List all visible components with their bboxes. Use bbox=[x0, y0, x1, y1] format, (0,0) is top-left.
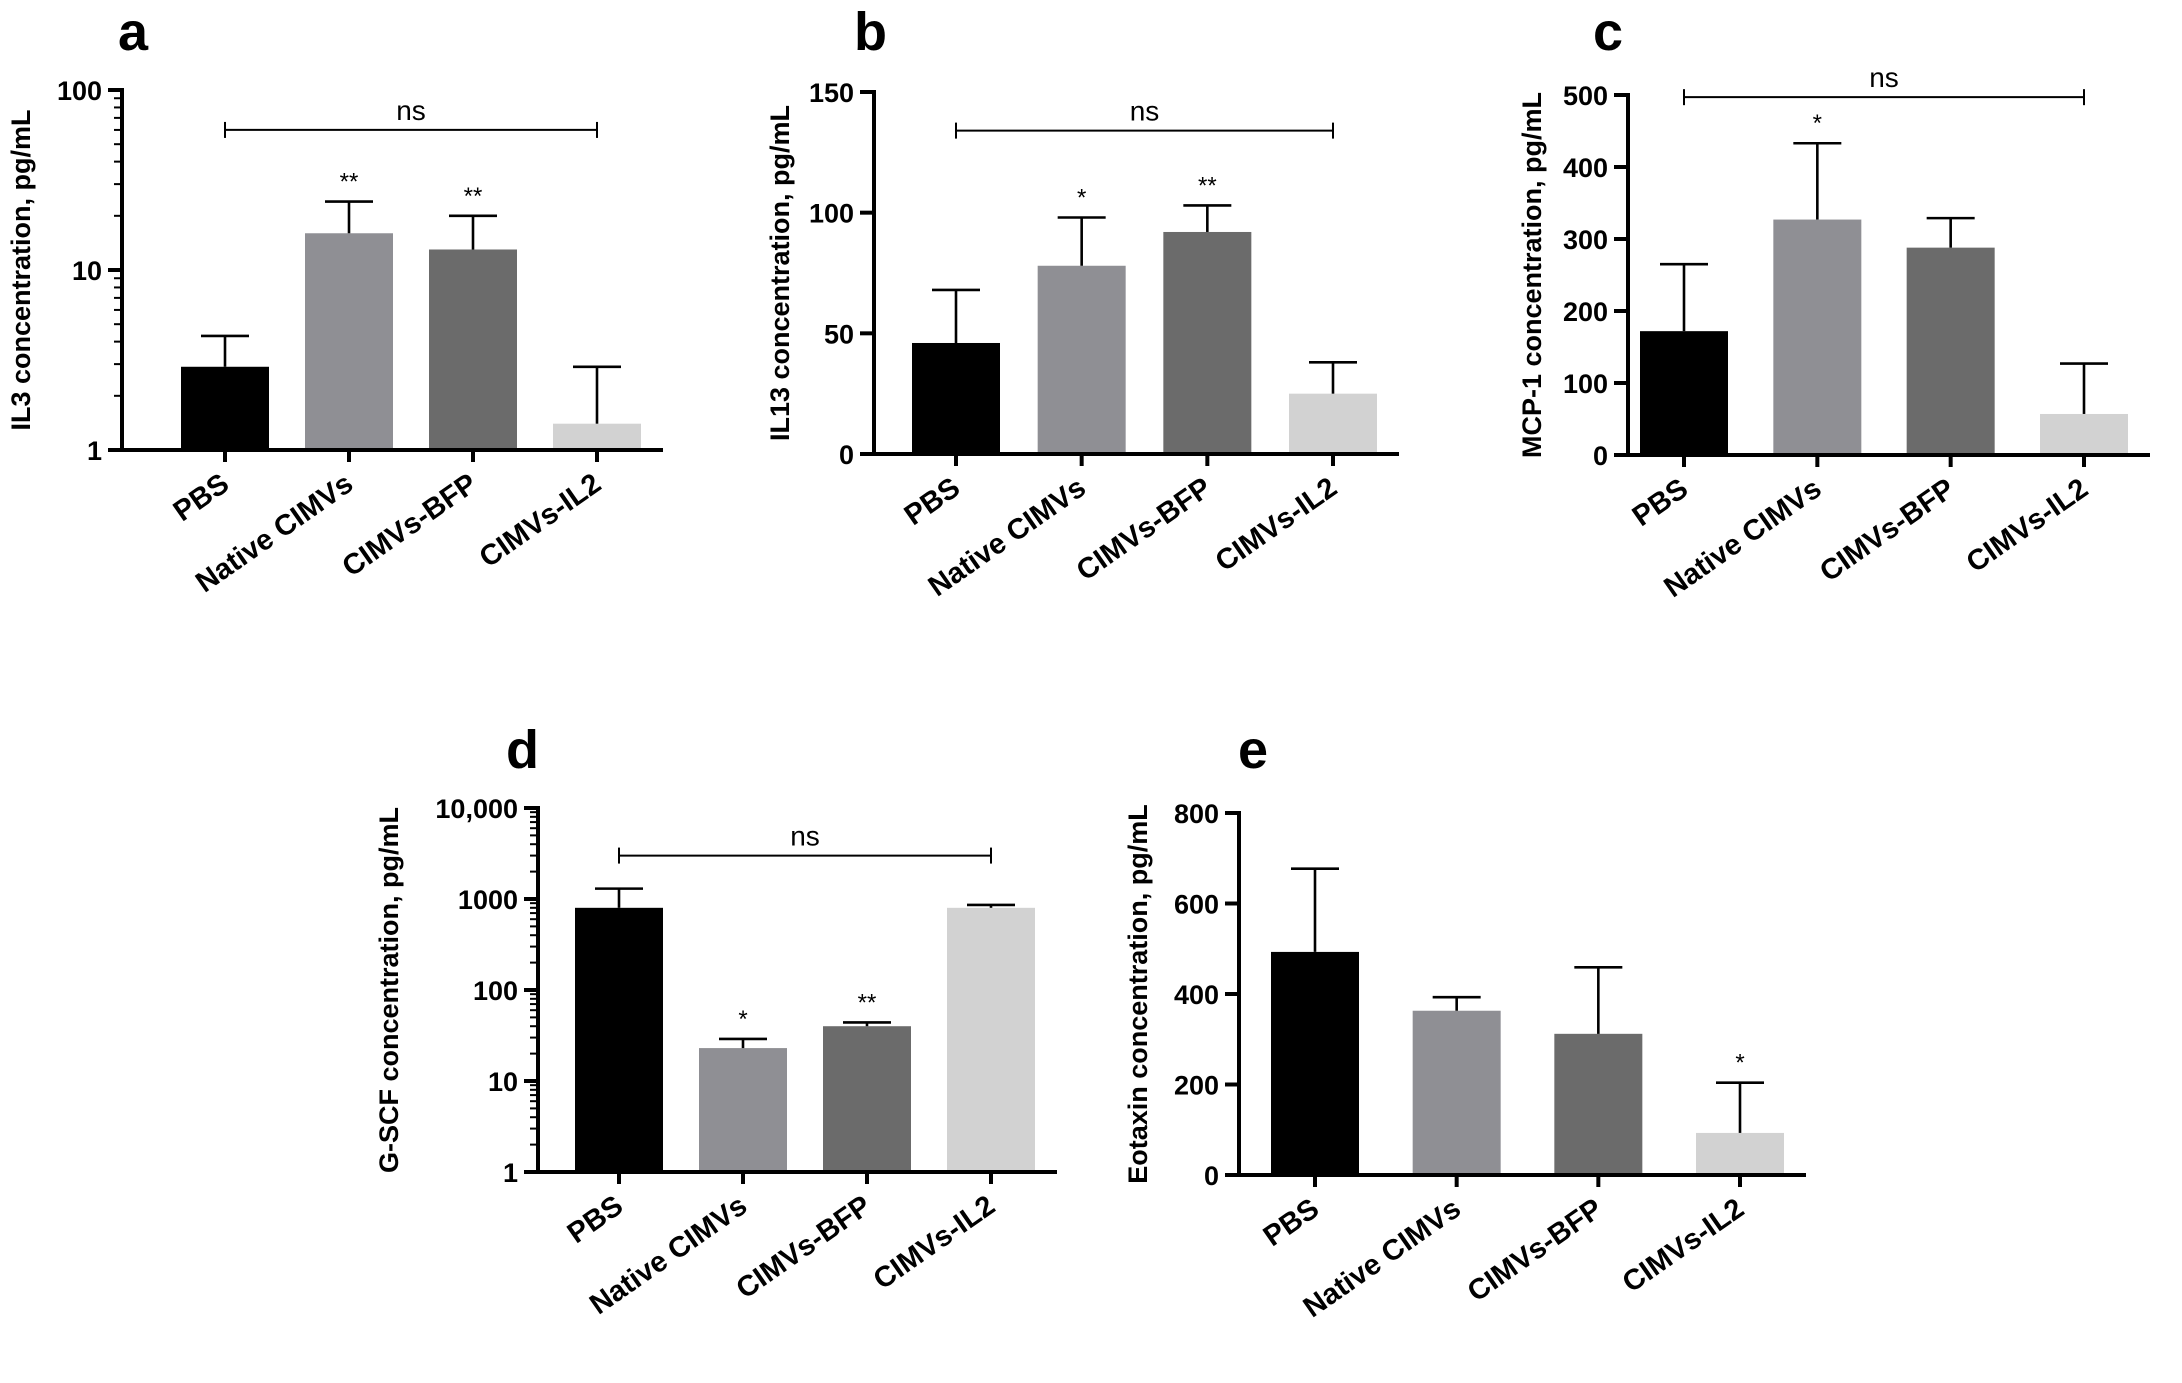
significance-marker: * bbox=[1735, 1050, 1744, 1077]
y-tick-label: 100 bbox=[809, 199, 854, 229]
bar bbox=[947, 907, 1035, 1172]
bar bbox=[1271, 951, 1359, 1175]
bar bbox=[823, 1026, 911, 1172]
x-category-label: PBS bbox=[168, 468, 235, 528]
x-category-label: Native CIMVs bbox=[1298, 1193, 1467, 1325]
y-tick-label: 100 bbox=[57, 76, 102, 106]
x-category-label: CIMVs-BFP bbox=[337, 468, 483, 584]
bar bbox=[305, 233, 393, 450]
x-category-label: PBS bbox=[1627, 473, 1694, 533]
y-axis-title: IL13 concentration, pg/mL bbox=[765, 105, 795, 441]
significance-marker: ** bbox=[1198, 172, 1217, 199]
y-tick-label: 150 bbox=[809, 78, 854, 108]
x-category-label: CIMVs-BFP bbox=[1814, 473, 1960, 589]
bar bbox=[1289, 393, 1377, 454]
y-tick-label: 400 bbox=[1563, 153, 1608, 183]
y-tick-label: 100 bbox=[473, 976, 518, 1006]
significance-marker: ** bbox=[340, 169, 359, 196]
bracket-label: ns bbox=[396, 95, 426, 126]
bar bbox=[1773, 219, 1862, 455]
x-category-label: CIMVs-BFP bbox=[1071, 472, 1217, 588]
y-tick-label: 800 bbox=[1174, 799, 1219, 829]
y-tick-label: 600 bbox=[1174, 890, 1219, 920]
y-tick-label: 100 bbox=[1563, 369, 1608, 399]
x-category-label: PBS bbox=[899, 472, 966, 532]
bar bbox=[1640, 331, 1728, 455]
y-tick-label: 1000 bbox=[458, 885, 518, 915]
bar bbox=[181, 366, 269, 450]
bar bbox=[1163, 231, 1252, 454]
bar bbox=[699, 1048, 787, 1172]
y-axis-title: MCP-1 concentration, pg/mL bbox=[1517, 92, 1547, 458]
panel-letter: e bbox=[1238, 720, 1268, 780]
panel-letter: b bbox=[854, 2, 887, 62]
y-tick-label: 10,000 bbox=[435, 794, 518, 824]
x-category-label: CIMVs-IL2 bbox=[1617, 1193, 1750, 1300]
bar bbox=[575, 907, 663, 1172]
bracket-label: ns bbox=[790, 821, 820, 852]
bar bbox=[1037, 265, 1126, 454]
bar bbox=[1906, 247, 1995, 455]
x-category-label: CIMVs-IL2 bbox=[1210, 472, 1343, 579]
x-category-label: PBS bbox=[1258, 1193, 1325, 1253]
y-tick-label: 1 bbox=[87, 436, 102, 466]
bar bbox=[912, 342, 1000, 454]
bar bbox=[1696, 1132, 1784, 1175]
bar bbox=[2040, 413, 2128, 455]
panel-letter: a bbox=[118, 2, 149, 62]
y-axis-title: G-SCF concentration, pg/mL bbox=[374, 807, 404, 1173]
y-tick-label: 0 bbox=[1593, 441, 1608, 471]
y-tick-label: 200 bbox=[1174, 1071, 1219, 1101]
bracket-label: ns bbox=[1130, 96, 1160, 127]
y-axis-title: IL3 concentration, pg/mL bbox=[6, 109, 36, 430]
panel-letter: c bbox=[1593, 2, 1623, 62]
bracket-label: ns bbox=[1869, 62, 1899, 93]
significance-marker: * bbox=[1077, 184, 1086, 211]
y-tick-label: 0 bbox=[839, 440, 854, 470]
y-tick-label: 1 bbox=[503, 1158, 518, 1188]
significance-marker: ** bbox=[858, 989, 877, 1016]
significance-marker: * bbox=[738, 1006, 747, 1033]
x-category-label: CIMVs-BFP bbox=[731, 1190, 877, 1306]
bar bbox=[429, 249, 517, 450]
bar bbox=[1412, 1010, 1501, 1175]
y-tick-label: 10 bbox=[488, 1067, 518, 1097]
y-tick-label: 50 bbox=[824, 319, 854, 349]
y-tick-label: 0 bbox=[1204, 1161, 1219, 1191]
panel-letter: d bbox=[506, 720, 539, 780]
bar bbox=[1554, 1033, 1643, 1175]
y-tick-label: 300 bbox=[1563, 225, 1608, 255]
significance-marker: * bbox=[1813, 110, 1822, 137]
x-category-label: CIMVs-BFP bbox=[1462, 1193, 1608, 1309]
x-category-label: CIMVs-IL2 bbox=[868, 1190, 1001, 1297]
y-tick-label: 500 bbox=[1563, 81, 1608, 111]
y-axis-title: Eotaxin concentration, pg/mL bbox=[1123, 804, 1153, 1184]
bar bbox=[553, 423, 641, 450]
y-tick-label: 400 bbox=[1174, 980, 1219, 1010]
y-tick-label: 200 bbox=[1563, 297, 1608, 327]
x-category-label: PBS bbox=[562, 1190, 629, 1250]
x-category-label: CIMVs-IL2 bbox=[474, 468, 607, 575]
significance-marker: ** bbox=[464, 183, 483, 210]
x-category-label: CIMVs-IL2 bbox=[1961, 473, 2094, 580]
y-tick-label: 10 bbox=[72, 256, 102, 286]
